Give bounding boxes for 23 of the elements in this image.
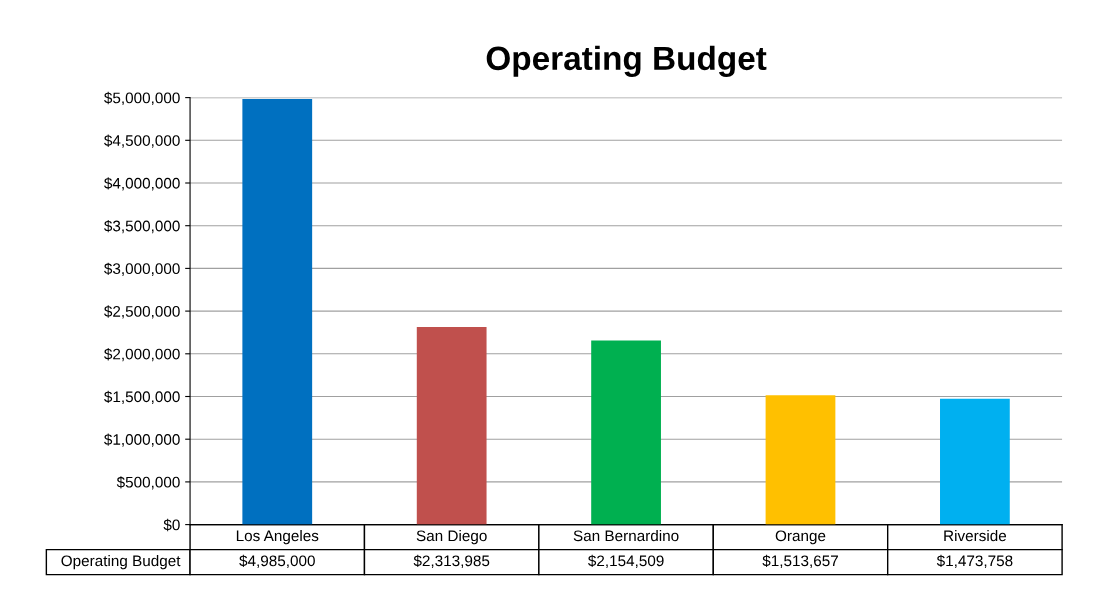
y-tick-label: $500,000 bbox=[116, 476, 180, 490]
data-label: $1,513,657 bbox=[762, 554, 838, 569]
y-tick-label: $2,500,000 bbox=[104, 305, 180, 319]
data-label: $1,473,758 bbox=[936, 554, 1013, 569]
x-tick-label: Riverside bbox=[944, 529, 1007, 542]
x-tick-label: Los Angeles bbox=[236, 529, 319, 545]
y-tick-label: $3,000,000 bbox=[104, 262, 180, 276]
data-label: $2,154,509 bbox=[588, 554, 664, 569]
chart-title: Operating Budget bbox=[486, 45, 767, 77]
text: Operating Budget bbox=[61, 554, 181, 570]
y-tick-label: $4,500,000 bbox=[104, 134, 180, 148]
data-label: $2,313,985 bbox=[413, 554, 490, 569]
x-tick-label: Orange bbox=[775, 530, 826, 545]
y-tick-label: $5,000,000 bbox=[104, 91, 180, 106]
y-tick-label: $1,000,000 bbox=[104, 433, 180, 447]
data-label: $4,985,000 bbox=[239, 554, 315, 569]
y-tick-label: $1,500,000 bbox=[104, 390, 180, 404]
x-tick-label: San Diego bbox=[416, 529, 487, 545]
y-tick-label: $4,000,000 bbox=[104, 177, 180, 191]
y-tick-label: $0 bbox=[163, 518, 180, 532]
y-tick-label: $2,000,000 bbox=[104, 348, 180, 362]
y-tick-label: $3,500,000 bbox=[104, 219, 180, 234]
x-tick-label: San Bernardino bbox=[573, 529, 679, 542]
